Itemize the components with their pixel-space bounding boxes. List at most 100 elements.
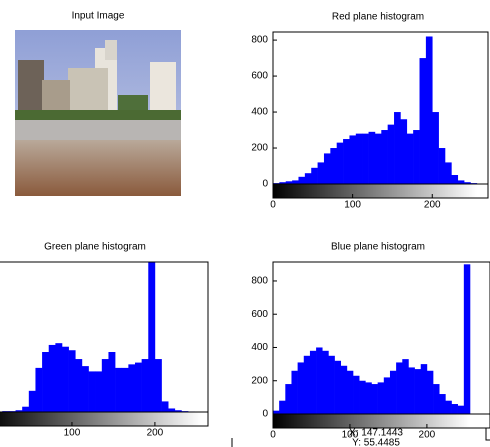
bar [162, 401, 169, 412]
bar [402, 359, 408, 414]
bar [69, 350, 76, 412]
bar [384, 377, 390, 414]
bar [464, 264, 470, 414]
bar [343, 139, 350, 184]
y-tick-label: 0 [262, 179, 268, 190]
figure-window: Input Image 0 100 200 0 200 400 600 800 Red plan… [0, 0, 490, 447]
bar [311, 168, 318, 184]
bar [324, 153, 331, 184]
bar [426, 36, 433, 184]
bar [55, 343, 62, 412]
bar [458, 406, 464, 414]
bar [356, 134, 363, 184]
bar [305, 173, 312, 184]
bar [318, 162, 325, 184]
bar [62, 347, 69, 412]
bar [452, 404, 458, 414]
bar [433, 384, 439, 414]
bar [298, 177, 305, 184]
bar [381, 130, 388, 184]
bar [29, 391, 36, 412]
y-tick-label: 200 [251, 143, 268, 154]
bar [298, 362, 304, 414]
bar [292, 180, 299, 184]
y-tick-label: 0 [262, 409, 268, 420]
x-tick-label: 200 [419, 430, 436, 441]
bar [128, 364, 135, 412]
bar [82, 366, 89, 412]
bar [330, 148, 337, 184]
bar [285, 384, 291, 414]
bar [359, 381, 365, 414]
bar [95, 371, 102, 412]
x-tick-label: 100 [344, 200, 361, 211]
image-title: Input Image [72, 11, 125, 22]
bar [388, 125, 395, 184]
colorbar [0, 412, 208, 426]
y-tick-label: 400 [251, 342, 268, 353]
bar [155, 359, 162, 412]
bar [42, 352, 49, 412]
bar [400, 119, 407, 184]
bar [420, 58, 427, 184]
bar [122, 368, 129, 412]
bar [291, 371, 297, 414]
bar [148, 262, 155, 412]
bar [396, 362, 402, 414]
y-tick-label: 600 [251, 309, 268, 320]
input-image [15, 30, 181, 196]
bar [413, 130, 420, 184]
bar [407, 134, 414, 184]
bar [108, 352, 115, 412]
bar [349, 135, 356, 184]
bar [335, 361, 341, 414]
bar [304, 356, 310, 414]
bar [421, 364, 427, 414]
x-tick-label: 100 [64, 428, 81, 439]
axes-title: Green plane histogram [44, 242, 146, 253]
bar [168, 408, 175, 412]
axes-title: Red plane histogram [332, 12, 424, 23]
bar [371, 384, 377, 414]
x-tick-label: 0 [270, 430, 276, 441]
bar [353, 376, 359, 414]
colorbar [273, 414, 490, 428]
bar [316, 347, 322, 414]
bar [445, 162, 452, 184]
bar [362, 134, 369, 184]
bar [432, 112, 439, 184]
bar [369, 132, 376, 184]
bar [49, 345, 56, 412]
bar [322, 351, 328, 414]
bar [439, 148, 446, 184]
bar [427, 371, 433, 414]
bar [102, 359, 109, 412]
bar [458, 180, 465, 184]
bar [451, 175, 458, 184]
y-tick-label: 600 [251, 71, 268, 82]
x-tick-label: 0 [270, 200, 276, 211]
bar [439, 394, 445, 414]
bar [279, 401, 285, 414]
bar [75, 359, 82, 412]
y-tick-label: 200 [251, 375, 268, 386]
bar [365, 382, 371, 414]
bar [310, 351, 316, 414]
bar [378, 382, 384, 414]
bar [22, 407, 29, 412]
datatip-text: Y: 55.4485 [352, 438, 400, 447]
bar [375, 134, 382, 184]
bar [35, 368, 42, 412]
bar [341, 366, 347, 414]
x-tick-label: 200 [147, 428, 164, 439]
bar [328, 356, 334, 414]
bar [142, 359, 149, 412]
x-tick-label: 200 [424, 200, 441, 211]
bar [415, 369, 421, 414]
axes-title: Blue plane histogram [331, 242, 425, 253]
bar [394, 112, 401, 184]
colorbar [273, 184, 488, 198]
bar [347, 371, 353, 414]
bar [445, 401, 451, 414]
y-tick-label: 800 [251, 35, 268, 46]
